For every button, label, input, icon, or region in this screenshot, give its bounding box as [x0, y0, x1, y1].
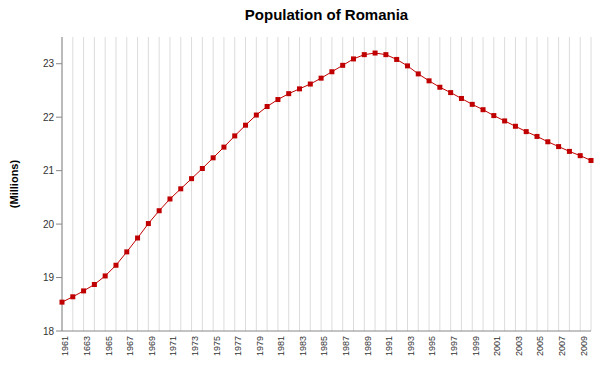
svg-text:20: 20 — [43, 219, 55, 230]
svg-text:1965: 1965 — [104, 336, 114, 356]
svg-text:2007: 2007 — [557, 336, 567, 356]
svg-text:1993: 1993 — [406, 336, 416, 356]
svg-text:1961: 1961 — [60, 336, 70, 356]
svg-text:(Millions): (Millions) — [8, 160, 20, 209]
svg-text:21: 21 — [43, 165, 55, 176]
svg-text:23: 23 — [43, 58, 55, 69]
svg-text:2003: 2003 — [514, 336, 524, 356]
svg-text:2001: 2001 — [492, 336, 502, 356]
svg-text:1971: 1971 — [168, 336, 178, 356]
svg-text:1977: 1977 — [233, 336, 243, 356]
svg-text:1973: 1973 — [190, 336, 200, 356]
svg-text:1983: 1983 — [298, 336, 308, 356]
svg-text:1987: 1987 — [341, 336, 351, 356]
svg-text:1997: 1997 — [449, 336, 459, 356]
svg-text:18: 18 — [43, 326, 55, 337]
svg-text:1995: 1995 — [427, 336, 437, 356]
svg-text:2009: 2009 — [579, 336, 589, 356]
svg-text:1981: 1981 — [276, 336, 286, 356]
svg-text:1985: 1985 — [319, 336, 329, 356]
svg-text:1999: 1999 — [471, 336, 481, 356]
svg-text:1967: 1967 — [125, 336, 135, 356]
svg-text:1663: 1663 — [82, 336, 92, 356]
html-text:Population of Romania: Population of Romania — [244, 6, 409, 23]
svg-text:1975: 1975 — [212, 336, 222, 356]
svg-text:22: 22 — [43, 112, 55, 123]
svg-text:1989: 1989 — [363, 336, 373, 356]
svg-text:19: 19 — [43, 272, 55, 283]
svg-text:2005: 2005 — [535, 336, 545, 356]
svg-text:1979: 1979 — [255, 336, 265, 356]
svg-text:1991: 1991 — [384, 336, 394, 356]
svg-text:1969: 1969 — [147, 336, 157, 356]
